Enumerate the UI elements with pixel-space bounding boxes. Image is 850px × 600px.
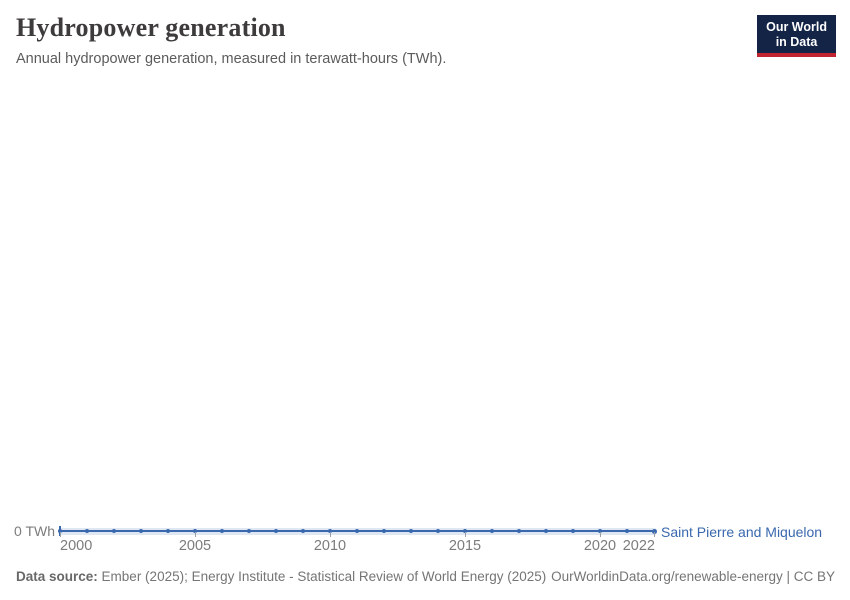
x-tick-label: 2015 xyxy=(448,538,482,554)
data-point[interactable] xyxy=(139,529,143,533)
data-point[interactable] xyxy=(625,529,629,533)
x-tick-label: 2000 xyxy=(60,538,93,554)
data-point[interactable] xyxy=(274,529,278,533)
data-source-text: Ember (2025); Energy Institute - Statist… xyxy=(101,569,547,584)
data-point[interactable] xyxy=(355,529,359,533)
x-axis-tick xyxy=(195,532,196,537)
data-point[interactable] xyxy=(166,529,170,533)
owid-logo[interactable]: Our World in Data xyxy=(757,15,836,57)
data-point[interactable] xyxy=(220,529,224,533)
data-point[interactable] xyxy=(58,529,62,533)
data-point[interactable] xyxy=(544,529,548,533)
data-point[interactable] xyxy=(247,529,251,533)
x-tick-label: 2020 xyxy=(583,538,617,554)
x-tick-label: 2005 xyxy=(178,538,212,554)
data-point[interactable] xyxy=(409,529,413,533)
data-point[interactable] xyxy=(571,529,575,533)
x-tick-label: 2022 xyxy=(622,538,655,554)
data-point[interactable] xyxy=(463,529,467,533)
data-point[interactable] xyxy=(490,529,494,533)
x-tick-label: 2010 xyxy=(313,538,347,554)
data-point[interactable] xyxy=(301,529,305,533)
owid-logo-line2: in Data xyxy=(775,34,818,49)
data-point[interactable] xyxy=(651,528,657,534)
data-point[interactable] xyxy=(85,529,89,533)
x-axis-tick xyxy=(654,532,655,537)
data-point[interactable] xyxy=(328,529,332,533)
data-point[interactable] xyxy=(598,529,602,533)
data-source-note: Data source: Ember (2025); Energy Instit… xyxy=(16,569,546,584)
x-axis-tick xyxy=(600,532,601,537)
entity-label[interactable]: Saint Pierre and Miquelon xyxy=(661,524,823,540)
x-axis-tick xyxy=(465,532,466,537)
chart-subtitle: Annual hydropower generation, measured i… xyxy=(16,51,447,67)
owid-logo-line1: Our World xyxy=(766,20,827,34)
data-point[interactable] xyxy=(517,529,521,533)
data-point[interactable] xyxy=(382,529,386,533)
data-point[interactable] xyxy=(193,529,197,533)
page-title: Hydropower generation xyxy=(16,13,286,42)
data-source-label: Data source: xyxy=(16,569,98,584)
owid-url-license[interactable]: OurWorldinData.org/renewable-energy | CC… xyxy=(551,569,835,584)
x-axis-tick xyxy=(60,532,61,537)
x-axis-tick xyxy=(330,532,331,537)
data-point[interactable] xyxy=(436,529,440,533)
y-axis-zero-label: 0 TWh xyxy=(14,523,55,539)
data-point[interactable] xyxy=(112,529,116,533)
